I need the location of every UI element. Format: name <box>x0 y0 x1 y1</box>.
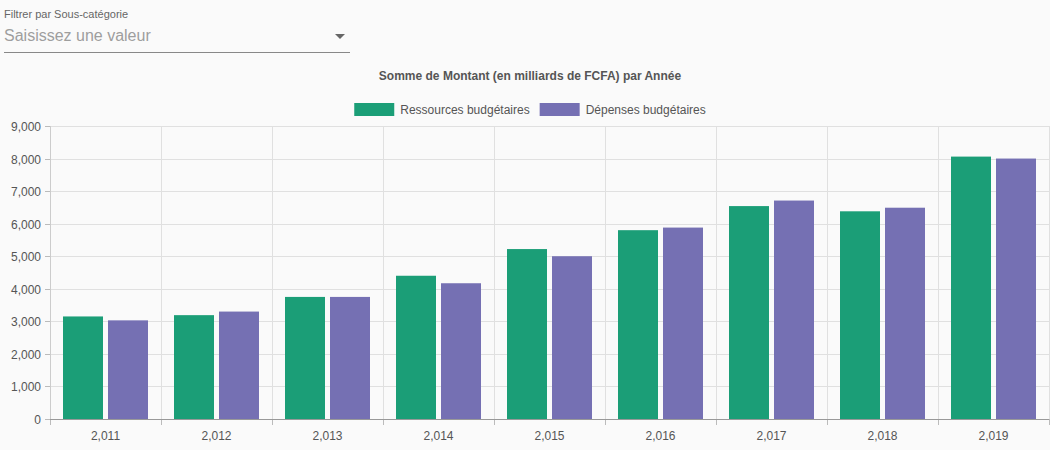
bar <box>507 249 547 419</box>
y-axis-line <box>50 126 51 419</box>
category-grid-line <box>383 126 384 419</box>
category-grid-line <box>50 126 51 419</box>
bar <box>951 157 991 419</box>
y-tick-label: 9,000 <box>11 120 41 134</box>
bar <box>996 159 1036 419</box>
x-tick <box>1049 419 1050 425</box>
bar <box>618 230 658 419</box>
category-grid-line <box>494 126 495 419</box>
bar <box>330 297 370 419</box>
x-tick-label: 2,018 <box>867 429 897 443</box>
x-tick-label: 2,012 <box>201 429 231 443</box>
bar <box>285 297 325 419</box>
legend-swatch <box>540 103 580 116</box>
x-tick-label: 2,016 <box>645 429 675 443</box>
bar <box>63 316 103 419</box>
y-tick <box>45 321 50 322</box>
y-tick-label: 6,000 <box>11 218 41 232</box>
legend-swatch <box>354 103 394 116</box>
y-tick <box>45 419 50 420</box>
bar <box>552 256 592 419</box>
y-tick-label: 4,000 <box>11 283 41 297</box>
legend-label: Ressources budgétaires <box>400 103 529 117</box>
x-tick-label: 2,014 <box>423 429 453 443</box>
y-tick-label: 7,000 <box>11 185 41 199</box>
bar <box>840 211 880 419</box>
y-tick-label: 2,000 <box>11 348 41 362</box>
bar <box>174 315 214 419</box>
category-grid-line <box>938 126 939 419</box>
filter-placeholder[interactable]: Saisissez une valeur <box>4 27 151 44</box>
filter-underline <box>4 52 350 53</box>
y-tick <box>45 159 50 160</box>
filter-label: Filtrer par Sous-catégorie <box>4 8 128 20</box>
y-tick <box>45 354 50 355</box>
chart-title: Somme de Montant (en milliards de FCFA) … <box>379 69 682 83</box>
category-grid-line <box>1049 126 1050 419</box>
y-tick-label: 5,000 <box>11 250 41 264</box>
bar <box>219 312 259 419</box>
x-tick-label: 2,017 <box>756 429 786 443</box>
category-grid-line <box>161 126 162 419</box>
bar <box>729 206 769 419</box>
legend-label: Dépenses budgétaires <box>586 103 706 117</box>
bar <box>396 276 436 419</box>
category-grid-line <box>272 126 273 419</box>
x-tick-label: 2,019 <box>978 429 1008 443</box>
category-grid-line <box>605 126 606 419</box>
bar <box>663 228 703 419</box>
bars <box>63 157 1036 419</box>
bar <box>441 283 481 419</box>
category-grid-line <box>827 126 828 419</box>
x-axis-line <box>50 419 1049 420</box>
y-tick <box>45 289 50 290</box>
chart-root: Filtrer par Sous-catégorie Saisissez une … <box>0 0 1050 450</box>
y-tick <box>45 256 50 257</box>
bar <box>108 320 148 419</box>
y-tick-label: 3,000 <box>11 315 41 329</box>
bar <box>885 208 925 419</box>
grid-line <box>50 191 1049 192</box>
category-grid-line <box>716 126 717 419</box>
y-tick <box>45 224 50 225</box>
legend: Ressources budgétaires Dépenses budgétair… <box>354 103 706 117</box>
x-tick-label: 2,015 <box>534 429 564 443</box>
filter-arrow[interactable] <box>335 34 345 39</box>
x-tick-label: 2,013 <box>312 429 342 443</box>
bar <box>774 201 814 419</box>
x-tick-label: 2,011 <box>91 429 120 443</box>
y-tick <box>45 191 50 192</box>
grid-line <box>50 126 1049 127</box>
grid-line <box>50 159 1049 160</box>
y-tick <box>45 386 50 387</box>
y-tick-label: 0 <box>34 413 41 427</box>
grid-line <box>50 419 1049 420</box>
y-tick-label: 8,000 <box>11 153 41 167</box>
y-tick <box>45 126 50 127</box>
y-tick-label: 1,000 <box>11 380 41 394</box>
